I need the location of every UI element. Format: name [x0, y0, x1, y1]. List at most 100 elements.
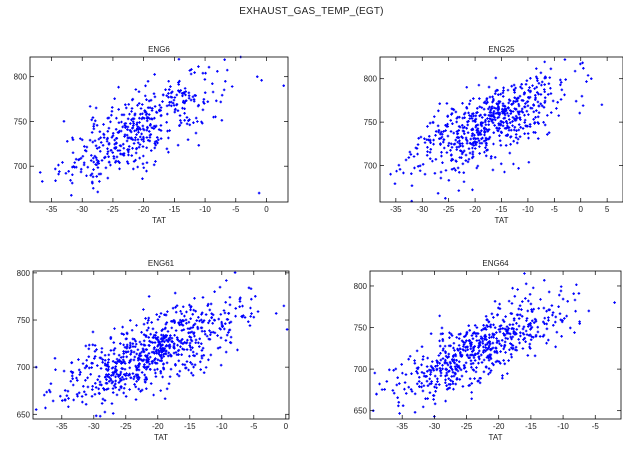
data-point — [168, 336, 172, 340]
data-point — [113, 347, 117, 350]
data-point — [151, 327, 155, 331]
data-point — [507, 359, 510, 362]
data-point — [202, 100, 205, 104]
data-point — [461, 136, 464, 140]
data-point — [123, 345, 127, 349]
data-point — [121, 361, 125, 364]
data-point — [177, 348, 181, 352]
data-point — [147, 99, 151, 103]
figure-title: EXHAUST_GAS_TEMP_(EGT) — [239, 6, 384, 17]
panel-title: ENG61 — [148, 259, 175, 268]
data-point — [137, 368, 141, 372]
data-point — [493, 333, 496, 336]
data-point — [184, 93, 187, 97]
data-point — [585, 80, 588, 83]
data-point — [525, 109, 529, 113]
data-point — [219, 336, 223, 340]
data-point — [189, 348, 193, 352]
data-point — [150, 361, 154, 365]
data-point — [154, 125, 157, 129]
data-point — [508, 332, 512, 336]
data-point — [135, 133, 138, 136]
data-point — [192, 354, 195, 357]
data-point — [206, 304, 210, 307]
data-point — [142, 322, 146, 326]
data-point — [484, 141, 488, 145]
data-point — [550, 304, 554, 307]
data-point — [517, 123, 521, 126]
data-point — [408, 150, 412, 154]
data-point — [93, 139, 97, 143]
data-point — [131, 126, 135, 130]
data-point — [447, 144, 450, 147]
data-point — [138, 340, 142, 344]
data-point — [497, 111, 501, 115]
data-point — [172, 98, 176, 102]
data-point — [457, 333, 461, 336]
data-point — [495, 126, 499, 130]
data-point — [89, 373, 92, 376]
data-point — [113, 142, 117, 146]
data-point — [410, 184, 414, 188]
data-point — [458, 156, 462, 159]
data-point — [112, 384, 116, 388]
data-point — [525, 79, 529, 83]
data-point — [498, 330, 502, 334]
data-point — [125, 139, 129, 143]
data-point — [156, 141, 159, 145]
data-point — [202, 102, 206, 105]
data-point — [420, 381, 424, 385]
data-point — [204, 366, 208, 369]
data-point — [481, 339, 485, 343]
data-point — [127, 103, 131, 106]
data-point — [223, 327, 226, 331]
data-point — [120, 113, 124, 117]
data-point — [164, 335, 168, 339]
data-point — [373, 371, 377, 375]
data-point — [177, 339, 181, 343]
data-point — [135, 146, 139, 150]
data-point — [85, 174, 88, 178]
data-point — [412, 155, 416, 158]
data-point — [126, 162, 130, 165]
data-point — [451, 380, 454, 383]
data-point — [141, 103, 144, 106]
data-point — [493, 92, 497, 95]
data-point — [134, 151, 138, 155]
data-point — [438, 366, 442, 370]
data-point — [80, 395, 84, 398]
data-point — [520, 308, 523, 311]
data-point — [79, 137, 82, 140]
data-point — [540, 83, 543, 87]
data-point — [91, 385, 94, 388]
data-point — [439, 352, 442, 355]
data-point — [526, 96, 530, 99]
data-point — [508, 323, 512, 327]
data-point — [450, 112, 454, 115]
data-point — [153, 95, 157, 99]
data-point — [518, 135, 522, 139]
data-point — [493, 156, 497, 159]
data-point — [74, 157, 78, 161]
data-point — [510, 103, 514, 106]
data-point — [404, 373, 408, 376]
data-point — [449, 119, 453, 122]
data-point — [117, 381, 121, 384]
data-point — [193, 297, 196, 300]
data-point — [547, 82, 551, 86]
x-tick-label: -5 — [232, 205, 240, 214]
data-point — [132, 117, 136, 121]
data-point — [156, 335, 160, 339]
data-point — [79, 370, 82, 374]
data-point — [163, 397, 167, 400]
data-point — [148, 362, 151, 366]
data-point — [106, 387, 110, 391]
data-point — [166, 310, 169, 313]
data-point — [161, 93, 165, 97]
data-point — [111, 366, 115, 369]
data-point — [418, 385, 421, 388]
data-point — [502, 86, 505, 90]
data-point — [173, 333, 176, 337]
data-point — [163, 313, 166, 317]
data-point — [138, 357, 142, 361]
